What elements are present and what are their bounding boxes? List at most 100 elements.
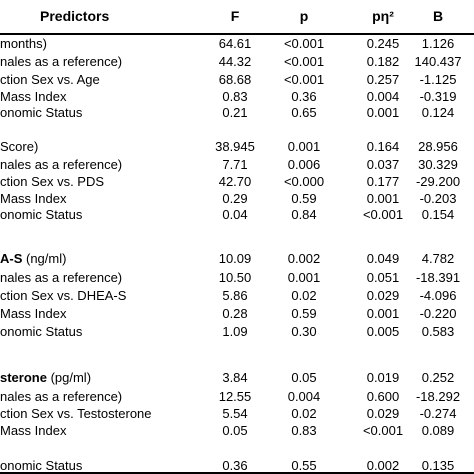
row-4-p: 0.65 [291, 105, 317, 120]
row-3-predictor: Mass Index [0, 89, 66, 105]
row-7-predictor: ction Sex vs. PDS [0, 174, 104, 190]
row-15-predictor: sterone (pg/ml) [0, 370, 91, 386]
row-16-f: 12.55 [218, 389, 252, 404]
row-16-predictor-text: nales as a reference) [0, 389, 123, 404]
row-10-predictor-bold: A-S [0, 251, 23, 266]
row-19-predictor-text: onomic Status [0, 458, 83, 473]
row-16-predictor: nales as a reference) [0, 389, 122, 405]
row-8-f: 0.29 [222, 191, 248, 206]
row-13-f: 0.28 [222, 306, 248, 321]
row-12-f: 5.86 [222, 288, 248, 303]
row-13-predictor: Mass Index [0, 306, 66, 322]
row-5-b: 28.956 [418, 139, 458, 154]
row-4-f: 0.21 [222, 105, 248, 120]
row-17-predictor-text: ction Sex vs. Testosterone [0, 406, 152, 421]
row-3-f: 0.83 [222, 89, 248, 104]
row-1-p: <0.001 [283, 54, 325, 69]
bottom-divider [0, 472, 474, 474]
row-2-predictor: ction Sex vs. Age [0, 72, 100, 88]
row-15-f: 3.84 [222, 370, 248, 385]
row-11-predictor: nales as a reference) [0, 270, 122, 286]
row-9-pn2: <0.001 [362, 207, 404, 222]
row-7-p: <0.000 [283, 174, 325, 189]
row-7-predictor-text: ction Sex vs. PDS [0, 174, 105, 189]
row-2-predictor-text: ction Sex vs. Age [0, 72, 100, 87]
row-19-pn2: 0.002 [366, 458, 400, 473]
row-6-b: 30.329 [418, 157, 458, 172]
row-18-predictor: Mass Index [0, 423, 66, 439]
row-15-b: 0.252 [421, 370, 455, 385]
row-17-b: -0.274 [419, 406, 457, 421]
row-10-predictor: A-S (ng/ml) [0, 251, 66, 267]
row-6-predictor-text: nales as a reference) [0, 157, 123, 172]
row-12-predictor: ction Sex vs. DHEA-S [0, 288, 126, 304]
row-14-pn2: 0.005 [366, 324, 400, 339]
header-b: B [432, 8, 444, 24]
header-divider [0, 33, 474, 35]
row-19-f: 0.36 [222, 458, 248, 473]
header-predictors: Predictors [40, 8, 110, 24]
row-5-predictor-text: Score) [0, 139, 39, 154]
row-3-p: 0.36 [291, 89, 317, 104]
row-18-predictor-text: Mass Index [0, 423, 67, 438]
row-17-p: 0.02 [291, 406, 317, 421]
row-15-predictor-text: (pg/ml) [46, 370, 92, 385]
table-header: Predictors F p pη² B [0, 0, 474, 34]
row-4-predictor-text: onomic Status [0, 105, 83, 120]
row-0-f: 64.61 [218, 36, 252, 51]
row-6-f: 7.71 [222, 157, 248, 172]
row-2-b: -1.125 [419, 72, 457, 87]
row-4-b: 0.124 [421, 105, 455, 120]
row-5-predictor: Score) [0, 139, 38, 155]
row-1-f: 44.32 [218, 54, 252, 69]
row-10-pn2: 0.049 [366, 251, 400, 266]
row-14-p: 0.30 [291, 324, 317, 339]
row-16-pn2: 0.600 [366, 389, 400, 404]
header-pn2: pη² [372, 8, 394, 24]
row-18-b: 0.089 [421, 423, 455, 438]
row-8-predictor-text: Mass Index [0, 191, 67, 206]
row-11-f: 10.50 [218, 270, 252, 285]
row-14-f: 1.09 [222, 324, 248, 339]
row-18-pn2: <0.001 [362, 423, 404, 438]
row-8-predictor: Mass Index [0, 191, 66, 207]
row-19-p: 0.55 [291, 458, 317, 473]
row-15-predictor-bold: sterone [0, 370, 47, 385]
row-12-pn2: 0.029 [366, 288, 400, 303]
row-14-predictor: onomic Status [0, 324, 82, 340]
row-18-p: 0.83 [291, 423, 317, 438]
row-12-predictor-text: ction Sex vs. DHEA-S [0, 288, 127, 303]
row-16-b: -18.292 [415, 389, 461, 404]
row-14-predictor-text: onomic Status [0, 324, 83, 339]
row-1-pn2: 0.182 [366, 54, 400, 69]
row-8-b: -0.203 [419, 191, 457, 206]
row-0-predictor: months) [0, 36, 47, 52]
row-11-b: -18.391 [415, 270, 461, 285]
row-7-b: -29.200 [415, 174, 461, 189]
row-0-predictor-text: months) [0, 36, 47, 51]
row-6-pn2: 0.037 [366, 157, 400, 172]
header-f: F [230, 8, 240, 24]
row-9-predictor-text: onomic Status [0, 207, 83, 222]
row-10-b: 4.782 [421, 251, 455, 266]
row-8-p: 0.59 [291, 191, 317, 206]
row-9-b: 0.154 [421, 207, 455, 222]
row-11-predictor-text: nales as a reference) [0, 270, 123, 285]
row-11-p: 0.001 [287, 270, 321, 285]
row-10-p: 0.002 [287, 251, 321, 266]
row-0-pn2: 0.245 [366, 36, 400, 51]
row-1-predictor-text: nales as a reference) [0, 54, 123, 69]
row-5-p: 0.001 [287, 139, 321, 154]
row-13-predictor-text: Mass Index [0, 306, 67, 321]
row-16-p: 0.004 [287, 389, 321, 404]
row-13-b: -0.220 [419, 306, 457, 321]
row-15-pn2: 0.019 [366, 370, 400, 385]
row-9-f: 0.04 [222, 207, 248, 222]
row-17-predictor: ction Sex vs. Testosterone [0, 406, 152, 422]
row-18-f: 0.05 [222, 423, 248, 438]
row-15-p: 0.05 [291, 370, 317, 385]
row-3-pn2: 0.004 [366, 89, 400, 104]
row-9-p: 0.84 [291, 207, 317, 222]
row-13-pn2: 0.001 [366, 306, 400, 321]
row-10-f: 10.09 [218, 251, 252, 266]
